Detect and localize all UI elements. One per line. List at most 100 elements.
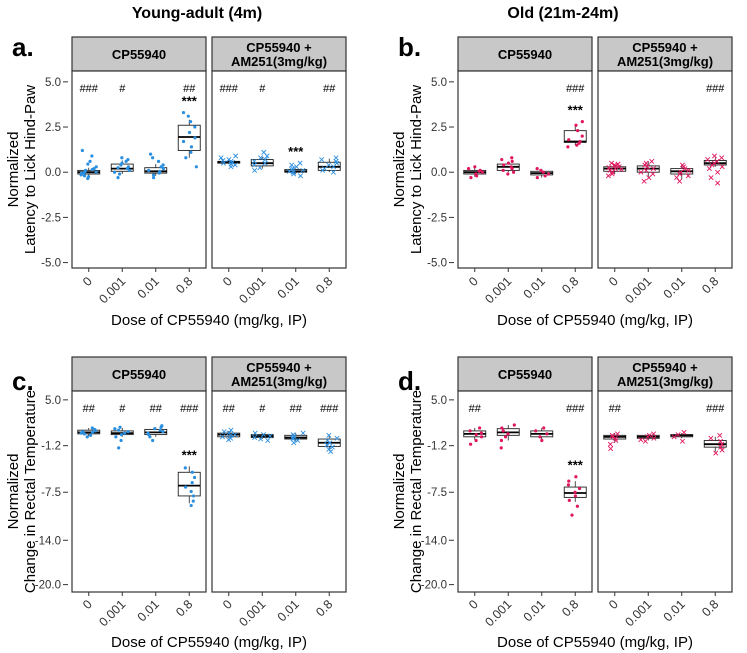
data-point xyxy=(606,165,612,171)
data-point xyxy=(539,168,543,173)
y-axis-label: Normalized xyxy=(5,454,22,530)
data-point xyxy=(120,156,124,160)
data-point xyxy=(82,432,87,436)
panel-letter: a. xyxy=(12,32,34,62)
data-point xyxy=(88,159,92,163)
y-tick-label: -5.0 xyxy=(427,258,447,270)
data-point xyxy=(90,426,94,430)
data-point xyxy=(326,162,332,168)
data-point xyxy=(651,431,657,437)
data-point xyxy=(506,172,510,176)
data-point xyxy=(291,440,297,446)
data-point xyxy=(258,436,264,442)
data-point xyxy=(117,446,121,450)
hash-annotation: ### xyxy=(80,83,99,95)
data-point xyxy=(326,446,332,452)
facet-2: CP55940 +AM251(3mg/kg)0 0.001 0.01 0.8### xyxy=(597,36,733,306)
data-point xyxy=(566,145,570,149)
x-axis-label: Dose of CP55940 (mg/kg, IP) xyxy=(111,312,307,329)
y-tick-label: 5.0 xyxy=(45,77,61,89)
data-point xyxy=(501,429,505,433)
data-point xyxy=(474,432,478,437)
star-annotation: *** xyxy=(288,144,304,159)
data-point xyxy=(226,430,232,436)
y-tick-label: -2.5 xyxy=(427,212,447,224)
data-point xyxy=(715,180,721,186)
data-point xyxy=(614,431,621,437)
data-point xyxy=(574,123,578,127)
data-point xyxy=(642,438,648,444)
data-point xyxy=(651,435,657,441)
data-point xyxy=(148,152,153,156)
data-point xyxy=(686,167,692,173)
data-point xyxy=(535,166,539,171)
data-point xyxy=(119,432,124,437)
data-point xyxy=(261,149,267,155)
data-point xyxy=(512,423,516,427)
data-point xyxy=(538,435,542,439)
hash-annotation: ## xyxy=(609,403,622,415)
data-point xyxy=(126,165,131,169)
box-0.01 xyxy=(530,427,554,441)
data-point xyxy=(643,167,649,173)
y-tick-label: 5.0 xyxy=(431,395,447,407)
star-annotation: *** xyxy=(182,94,198,109)
data-point xyxy=(324,437,330,444)
data-point xyxy=(334,435,340,441)
data-point xyxy=(184,156,188,160)
plot-frame xyxy=(597,390,733,593)
facet-strip xyxy=(211,36,347,72)
y-axis-label: Latency to Lick Hind-Paw xyxy=(408,85,425,254)
data-point xyxy=(681,429,687,435)
data-point xyxy=(330,169,336,175)
data-point xyxy=(116,166,120,170)
data-point xyxy=(158,428,162,432)
data-point xyxy=(116,428,121,432)
data-point xyxy=(500,157,504,162)
facet-strip-label: CP55940 + xyxy=(246,40,312,55)
data-point xyxy=(638,437,644,443)
hash-annotation: ### xyxy=(320,403,339,415)
data-point xyxy=(575,143,579,147)
data-point xyxy=(567,498,571,502)
data-point xyxy=(80,148,84,153)
data-point xyxy=(126,157,130,162)
hash-annotation: # xyxy=(259,83,266,95)
data-point xyxy=(153,427,157,431)
data-point xyxy=(193,125,197,129)
data-point xyxy=(151,438,155,443)
facet-strip-label: CP55940 xyxy=(498,367,552,382)
y-tick-label: -5.0 xyxy=(41,258,61,270)
y-tick-label: -7.5 xyxy=(427,487,447,499)
data-point xyxy=(289,162,295,168)
x-axis-label: Dose of CP55940 (mg/kg, IP) xyxy=(111,634,307,651)
data-point xyxy=(295,437,301,444)
hash-annotation: ## xyxy=(323,83,336,95)
facet-strip-label: AM251(3mg/kg) xyxy=(617,374,713,389)
data-point xyxy=(161,430,165,434)
data-point xyxy=(575,504,579,508)
column-title-old: Old (21m-24m) xyxy=(507,5,618,22)
data-point xyxy=(297,173,304,179)
hash-annotation: ## xyxy=(223,403,236,415)
data-point xyxy=(679,162,685,168)
y-tick-label: -7.5 xyxy=(41,487,61,499)
y-tick-label: -14.0 xyxy=(421,535,447,547)
data-point xyxy=(221,429,227,435)
data-point xyxy=(290,436,296,442)
panel-c: c. Normalized Change in Rectal Temperature… xyxy=(5,356,347,651)
data-point xyxy=(644,164,650,170)
data-point xyxy=(333,155,339,161)
data-point xyxy=(194,165,198,169)
data-point xyxy=(679,438,685,444)
data-point xyxy=(717,438,724,444)
data-point xyxy=(609,171,615,177)
data-point xyxy=(86,175,91,179)
data-point xyxy=(113,427,117,431)
data-point xyxy=(84,168,88,173)
hash-annotation: # xyxy=(119,403,126,415)
y-axis-label: Latency to Lick Hind-Paw xyxy=(22,85,39,254)
data-point xyxy=(160,424,164,428)
data-point xyxy=(570,513,574,517)
data-point xyxy=(191,494,196,498)
